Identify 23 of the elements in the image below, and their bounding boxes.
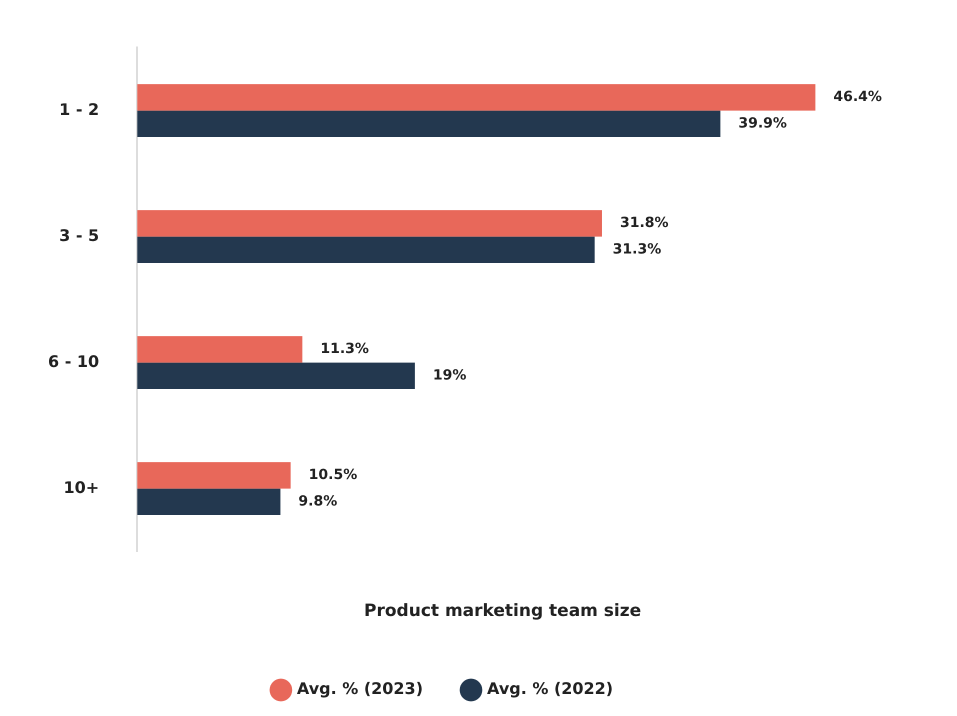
bar bbox=[137, 362, 415, 390]
data-label: 31.3% bbox=[612, 241, 662, 258]
bar bbox=[137, 336, 302, 363]
data-label: 11.3% bbox=[320, 341, 369, 358]
bar bbox=[137, 488, 280, 516]
data-label: 9.8% bbox=[298, 493, 338, 510]
data-label: 19% bbox=[432, 367, 466, 384]
y-tick-label: 10+ bbox=[64, 478, 100, 497]
legend-label: Avg. % (2022) bbox=[487, 679, 614, 698]
data-label: 39.9% bbox=[738, 115, 787, 132]
x-axis-title: Product marketing team size bbox=[364, 601, 642, 622]
y-tick-label: 3 - 5 bbox=[59, 226, 100, 245]
legend-label: Avg. % (2023) bbox=[296, 679, 424, 698]
bar bbox=[137, 462, 291, 489]
bar bbox=[137, 110, 720, 138]
y-tick-label: 6 - 10 bbox=[48, 352, 100, 371]
data-label: 10.5% bbox=[308, 467, 358, 484]
bar bbox=[137, 210, 602, 237]
y-tick-label: 1 - 2 bbox=[59, 100, 100, 119]
data-label: 31.8% bbox=[620, 215, 669, 232]
data-label: 46.4% bbox=[833, 89, 882, 106]
bar bbox=[137, 236, 595, 264]
bar bbox=[137, 84, 816, 111]
